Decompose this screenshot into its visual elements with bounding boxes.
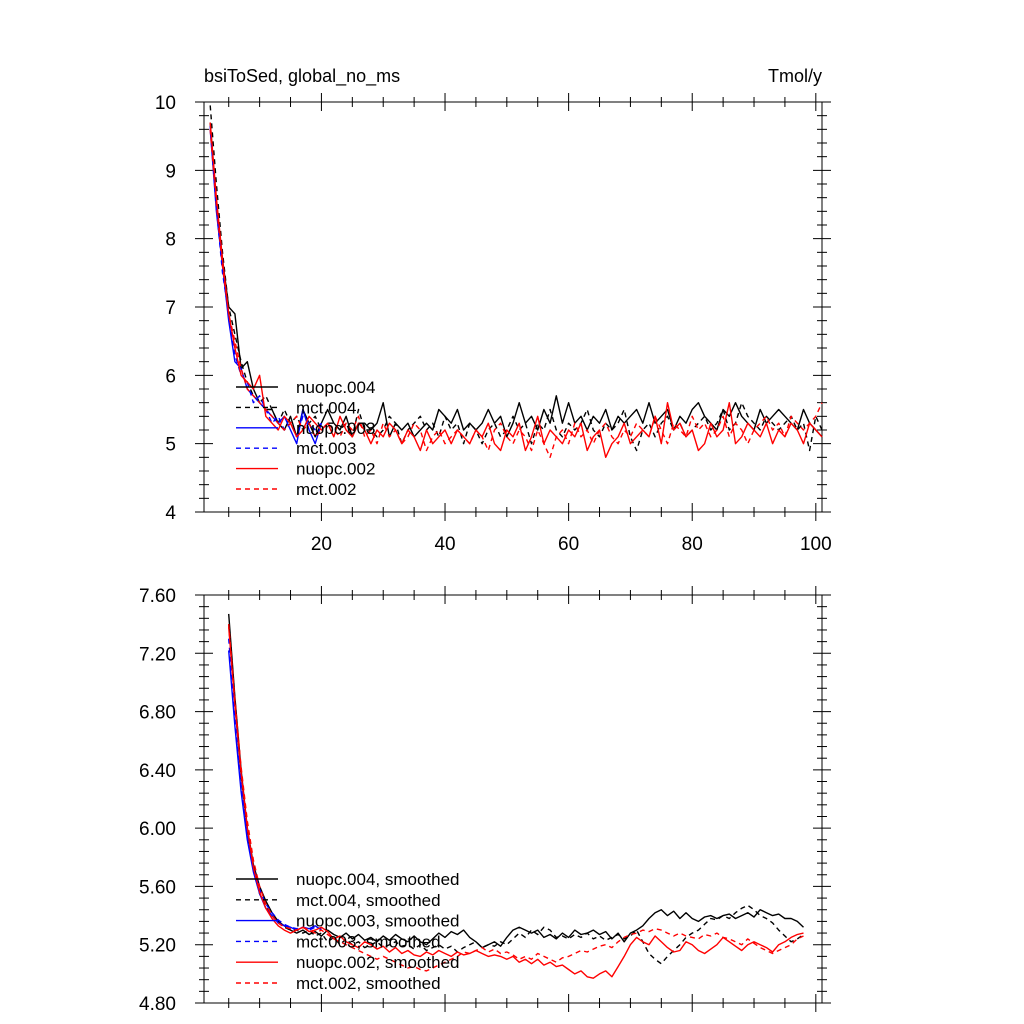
legend-label: mct.003, smoothed	[296, 932, 441, 951]
chart-units: Tmol/y	[768, 66, 822, 86]
legend-label: mct.003	[296, 439, 356, 458]
series-line-5	[209, 129, 823, 458]
y-tick-label: 6.40	[139, 761, 176, 782]
y-tick-label: 4	[165, 503, 176, 524]
y-tick-label: 6	[165, 366, 176, 387]
chart-title: bsiToSed, global_no_ms	[204, 66, 400, 87]
y-tick-label: 7	[165, 298, 176, 319]
legend-label: nuopc.004, smoothed	[296, 870, 460, 889]
series-line-1	[228, 624, 804, 965]
y-tick-label: 9	[165, 161, 176, 182]
y-tick-label: 6.80	[139, 703, 176, 724]
series-line-0	[228, 613, 804, 949]
y-tick-label: 4.80	[139, 994, 176, 1015]
legend-label: nuopc.003, smoothed	[296, 912, 460, 931]
y-tick-label: 5.20	[139, 936, 176, 957]
y-tick-label: 6.00	[139, 819, 176, 840]
y-tick-label: 8	[165, 230, 176, 251]
series-line-4	[228, 627, 804, 979]
legend-label: nuopc.002, smoothed	[296, 953, 460, 972]
y-tick-label: 7.60	[139, 586, 176, 607]
legend-label: nuopc.003	[296, 419, 375, 438]
y-tick-label: 10	[155, 93, 176, 114]
series-line-1	[209, 105, 823, 452]
x-tick-label: 60	[558, 534, 579, 555]
x-tick-label: 20	[311, 534, 332, 555]
legend-label: nuopc.004	[296, 378, 375, 397]
x-tick-label: 40	[434, 534, 455, 555]
legend-label: mct.002	[296, 480, 356, 499]
x-tick-label: 80	[682, 534, 703, 555]
legend-label: nuopc.002	[296, 460, 375, 479]
plot-frame	[203, 594, 823, 1004]
legend-label: mct.002, smoothed	[296, 974, 441, 993]
x-tick-label: 100	[800, 534, 832, 555]
y-tick-label: 7.20	[139, 644, 176, 665]
series-line-5	[228, 624, 804, 972]
series-line-0	[209, 122, 823, 438]
legend-label: mct.004, smoothed	[296, 891, 441, 910]
y-tick-label: 5	[165, 435, 176, 456]
bottom-panel: 4.80 5.20 5.60 6.00 6.40 6.80 7.20 7.60 nuopc.00…	[139, 586, 831, 1015]
legend-label: mct.004	[296, 398, 356, 417]
series-line-4	[209, 122, 823, 458]
y-tick-label: 5.60	[139, 877, 176, 898]
